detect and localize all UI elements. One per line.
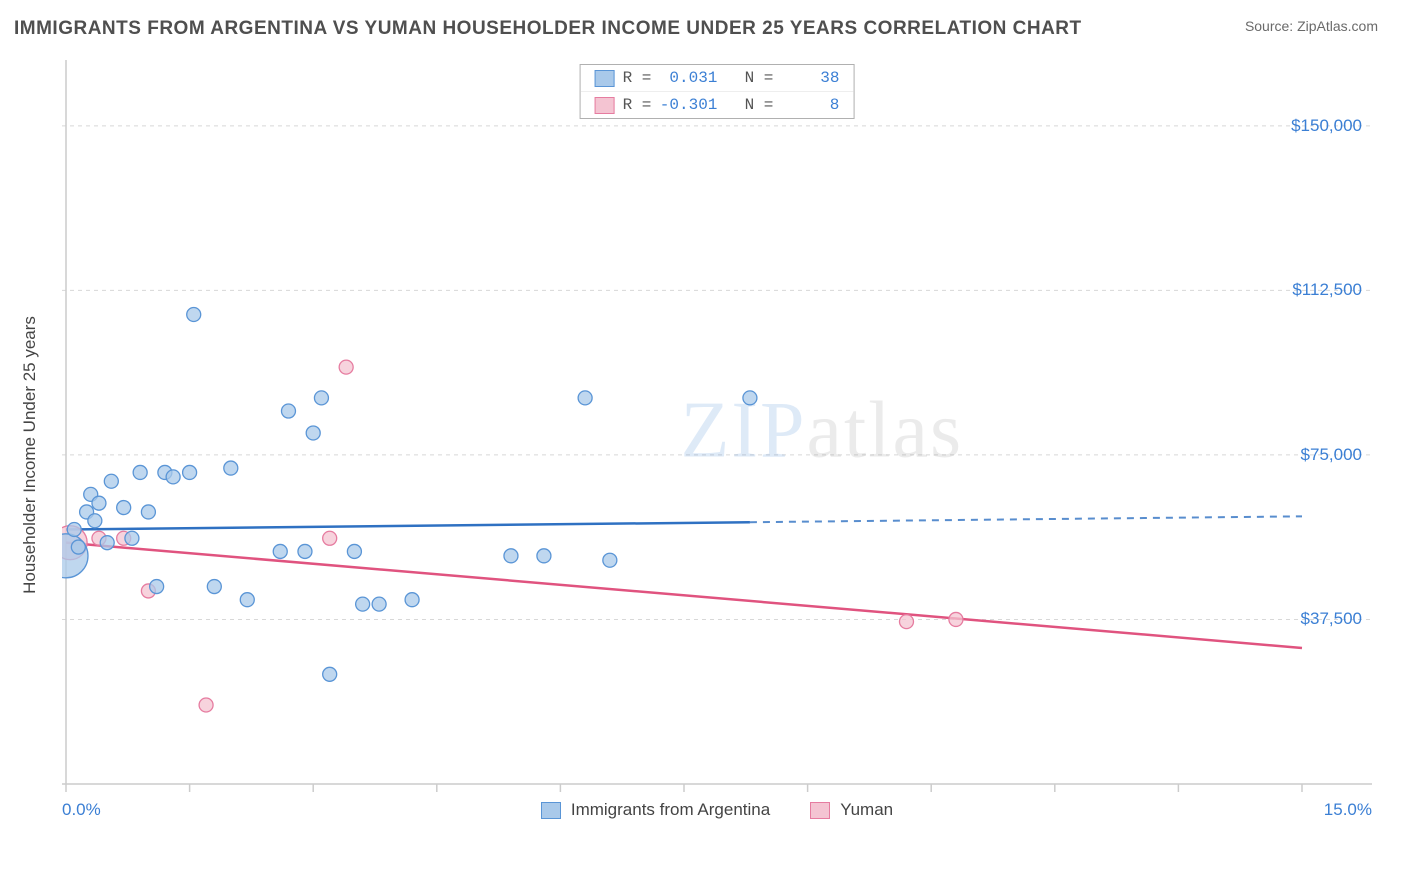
legend-item-series2: Yuman (810, 800, 893, 820)
y-tick-label: $75,000 (1301, 445, 1362, 465)
n-value-series1: 38 (781, 69, 839, 87)
correlation-legend: R = 0.031 N = 38 R = -0.301 N = 8 (580, 64, 855, 119)
y-tick-label: $112,500 (1292, 280, 1362, 300)
scatter-plot-svg (62, 60, 1372, 820)
legend-label-series2: Yuman (840, 800, 893, 820)
chart-container: Householder Income Under 25 years R = 0.… (36, 60, 1376, 850)
n-value-series2: 8 (781, 96, 839, 114)
y-axis-label: Householder Income Under 25 years (20, 316, 40, 594)
legend-row-series2: R = -0.301 N = 8 (581, 91, 854, 118)
swatch-series2 (810, 802, 830, 819)
r-value-series2: -0.301 (659, 96, 717, 114)
chart-title: IMMIGRANTS FROM ARGENTINA VS YUMAN HOUSE… (14, 18, 1082, 40)
swatch-series1 (541, 802, 561, 819)
chart-source: Source: ZipAtlas.com (1245, 18, 1378, 34)
y-tick-label: $150,000 (1291, 116, 1362, 136)
plot-area: R = 0.031 N = 38 R = -0.301 N = 8 ZIPatl… (62, 60, 1372, 820)
legend-item-series1: Immigrants from Argentina (541, 800, 770, 820)
legend-row-series1: R = 0.031 N = 38 (581, 65, 854, 91)
legend-label-series1: Immigrants from Argentina (571, 800, 770, 820)
r-value-series1: 0.031 (659, 69, 717, 87)
swatch-series2 (595, 97, 615, 114)
swatch-series1 (595, 70, 615, 87)
series-legend: Immigrants from Argentina Yuman (62, 800, 1372, 820)
y-tick-label: $37,500 (1301, 609, 1362, 629)
